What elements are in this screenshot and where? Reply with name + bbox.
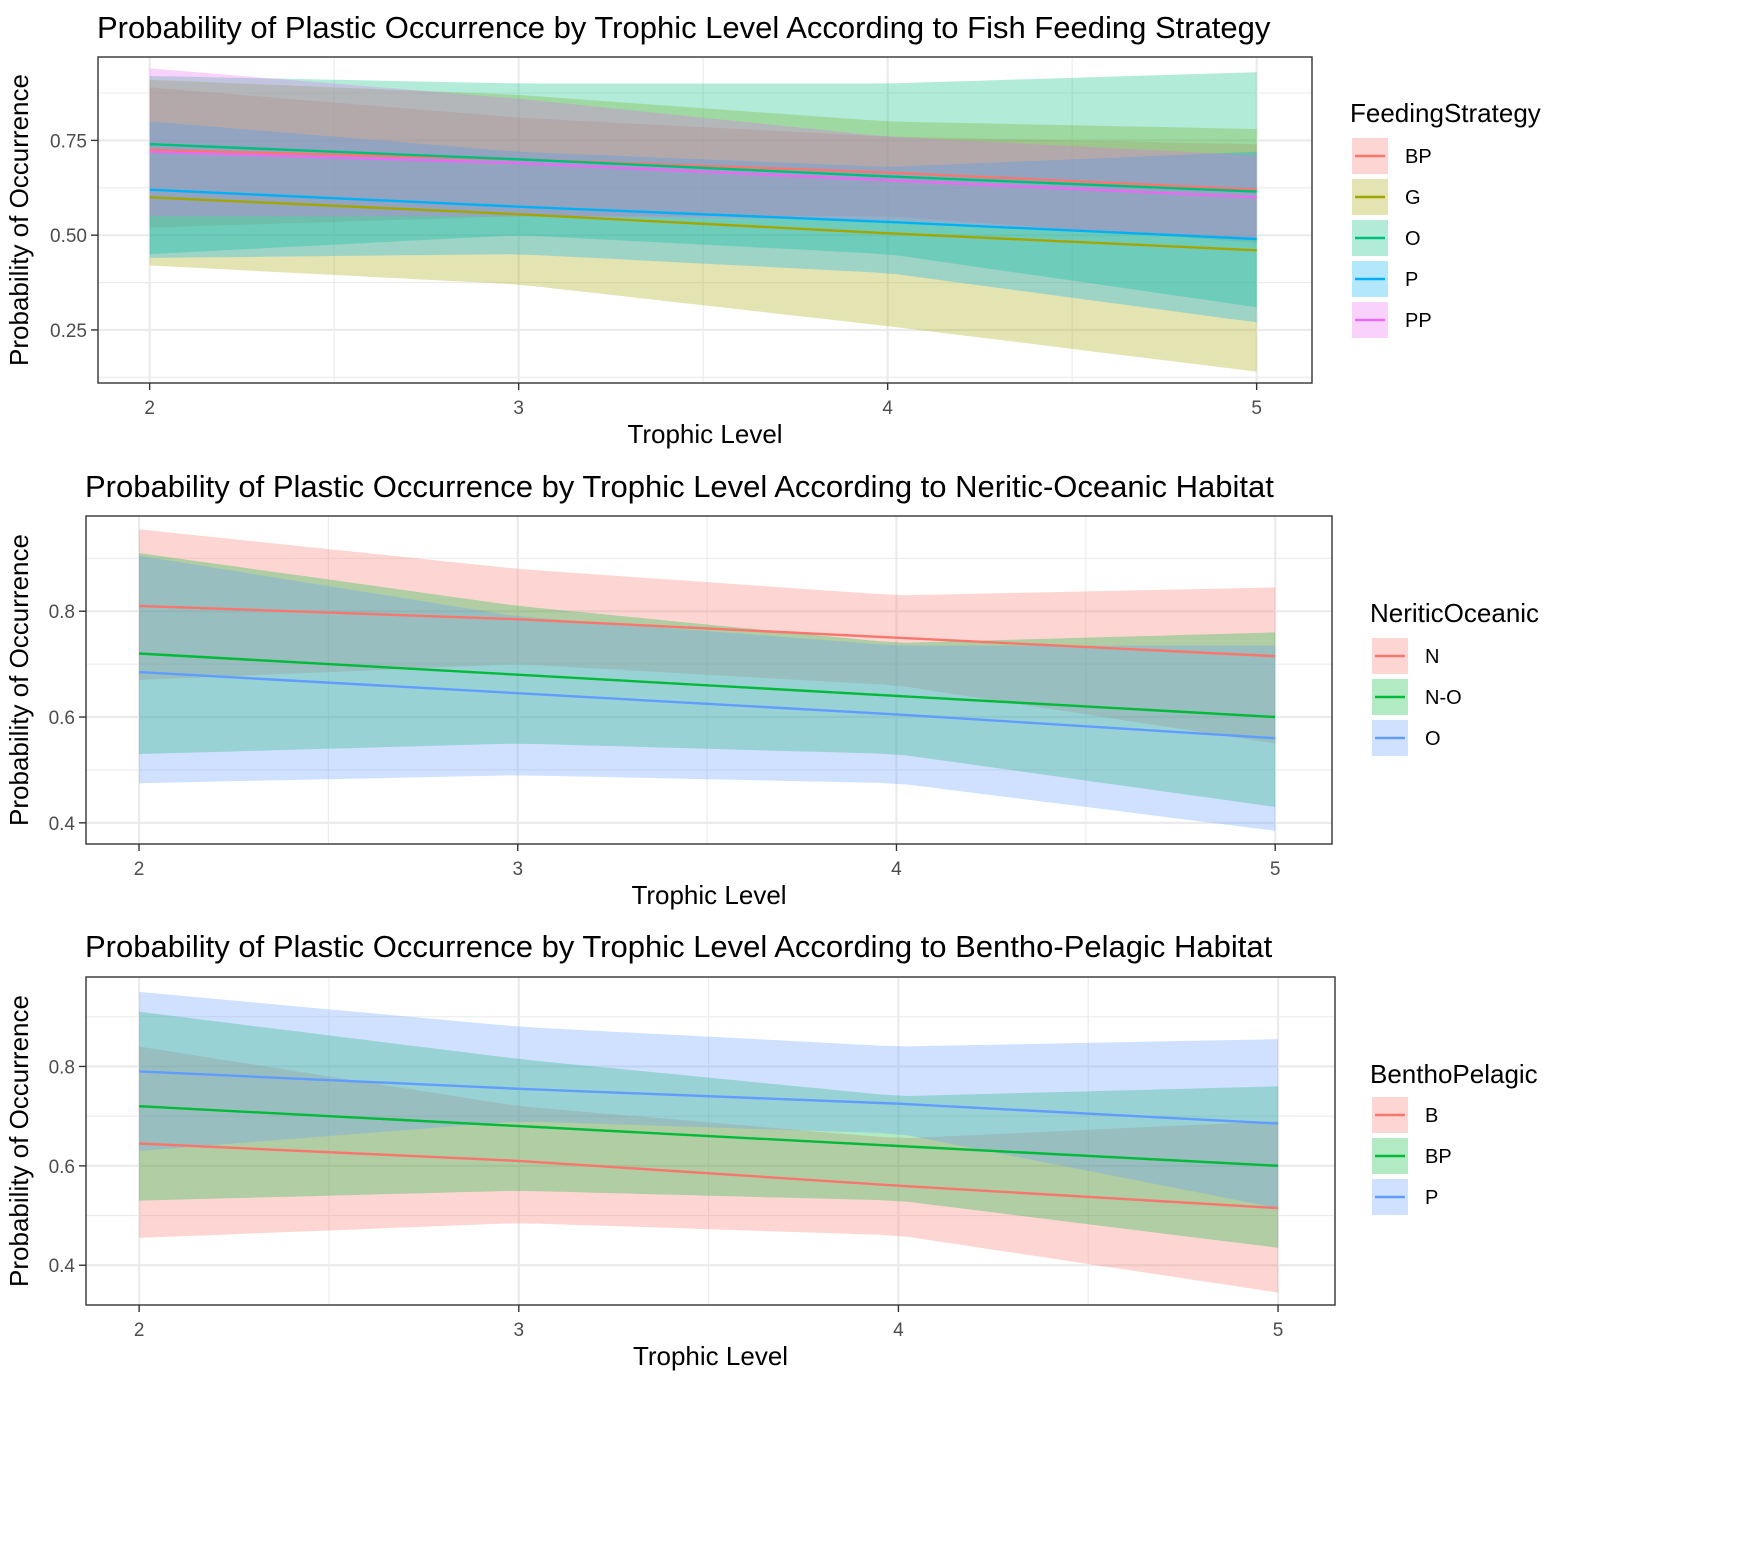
ribbon-p <box>149 121 1257 323</box>
legend-title: FeedingStrategy <box>1350 98 1541 128</box>
panel-background <box>98 57 1312 383</box>
series-line-g <box>149 196 1257 252</box>
legend-title: NeriticOceanic <box>1370 598 1539 628</box>
ribbon-bp <box>139 1011 1279 1248</box>
legend-label: N-O <box>1425 687 1462 709</box>
ribbon-pp <box>149 68 1257 240</box>
chart-title: Probability of Plastic Occurrence by Tro… <box>97 10 1271 45</box>
ribbon-n <box>139 529 1276 744</box>
legend-label: P <box>1405 269 1418 291</box>
panel-border <box>97 56 1313 384</box>
legend-label: BP <box>1405 146 1432 168</box>
legend-label: O <box>1405 228 1421 250</box>
legend: BenthoPelagic B BP P <box>1370 1059 1538 1215</box>
x-axis-title: Trophic Level <box>627 419 782 449</box>
y-tick-label: 0.6 <box>49 1157 75 1178</box>
y-tick-label: 0.8 <box>49 602 75 623</box>
ribbon-p <box>139 991 1279 1209</box>
y-tick-label: 0.50 <box>50 226 87 247</box>
legend-label: O <box>1425 728 1441 750</box>
x-tick-label: 2 <box>134 859 145 880</box>
panel-border <box>85 515 1333 845</box>
x-tick-label: 4 <box>882 398 893 419</box>
legend-label: B <box>1425 1105 1438 1127</box>
chart-panel-3: 2 3 4 5 0.4 0.6 0.8 Probability of Plastic Occu… <box>4 929 1538 1371</box>
legend-label: N <box>1425 646 1439 668</box>
y-axis-title: Probability of Occurrence <box>4 74 34 366</box>
legend-label: G <box>1405 187 1421 209</box>
y-axis-title: Probability of Occurrence <box>4 534 34 826</box>
legend-label: PP <box>1405 310 1432 332</box>
x-tick-label: 4 <box>891 859 902 880</box>
y-tick-label: 0.75 <box>50 131 87 152</box>
series-line-n <box>138 604 1276 658</box>
series-line-pp <box>149 150 1257 199</box>
x-axis-title: Trophic Level <box>631 880 786 910</box>
legend-title: BenthoPelagic <box>1370 1059 1538 1089</box>
x-tick-label: 3 <box>513 398 524 419</box>
series-line-o <box>149 143 1257 193</box>
chart-title: Probability of Plastic Occurrence by Tro… <box>85 929 1273 964</box>
series-line-o <box>138 670 1276 740</box>
chart-panel-1: 2 3 4 5 0.25 0.50 0.75 Probability of Plastic O… <box>4 10 1541 449</box>
chart-title: Probability of Plastic Occurrence by Tro… <box>85 469 1274 504</box>
series-line-p <box>139 1070 1279 1125</box>
y-axis-title: Probability of Occurrence <box>4 995 34 1287</box>
y-tick-label: 0.4 <box>49 814 76 835</box>
series-line-bp <box>139 1105 1279 1167</box>
ribbon-g <box>149 79 1257 372</box>
chart-panel-2: 2 3 4 5 0.4 0.6 0.8 Probability of Plastic Occu… <box>4 469 1539 910</box>
x-tick-label: 3 <box>513 1320 524 1341</box>
series-line-p <box>149 188 1257 241</box>
ribbon-b <box>139 1046 1279 1293</box>
legend-label: BP <box>1425 1146 1452 1168</box>
series-line-b <box>139 1142 1279 1210</box>
x-tick-label: 5 <box>1270 859 1281 880</box>
x-tick-label: 4 <box>893 1320 904 1341</box>
x-tick-label: 2 <box>144 398 155 419</box>
series-line-n-o <box>138 652 1276 719</box>
panel-border <box>85 976 1336 1306</box>
y-tick-label: 0.8 <box>49 1057 75 1078</box>
ribbon-o <box>139 555 1276 831</box>
series-line-bp <box>149 148 1257 191</box>
y-tick-label: 0.25 <box>50 321 87 342</box>
x-tick-label: 3 <box>512 859 523 880</box>
panel-background <box>86 977 1335 1305</box>
y-tick-label: 0.4 <box>49 1256 76 1277</box>
legend: NeriticOceanic N N-O O <box>1370 598 1539 756</box>
x-tick-label: 2 <box>134 1320 145 1341</box>
x-axis-title: Trophic Level <box>633 1341 788 1371</box>
x-tick-label: 5 <box>1273 1320 1284 1341</box>
x-tick-label: 5 <box>1251 398 1262 419</box>
legend-label: P <box>1425 1187 1438 1209</box>
y-tick-label: 0.6 <box>49 708 75 729</box>
ribbon-o <box>149 72 1257 308</box>
